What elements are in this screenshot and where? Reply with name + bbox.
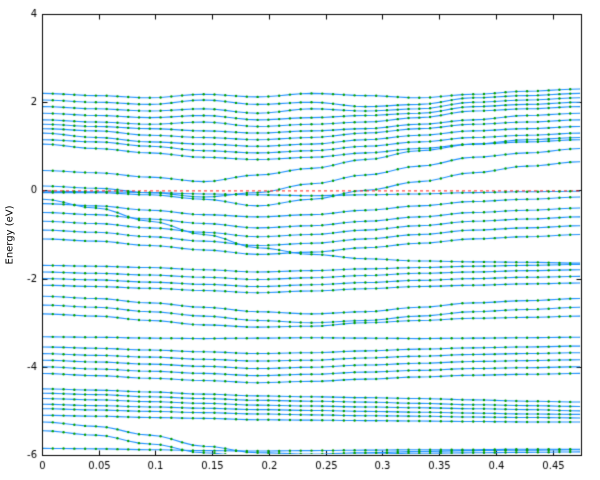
- y-axis-label: Energy (eV): [4, 205, 16, 265]
